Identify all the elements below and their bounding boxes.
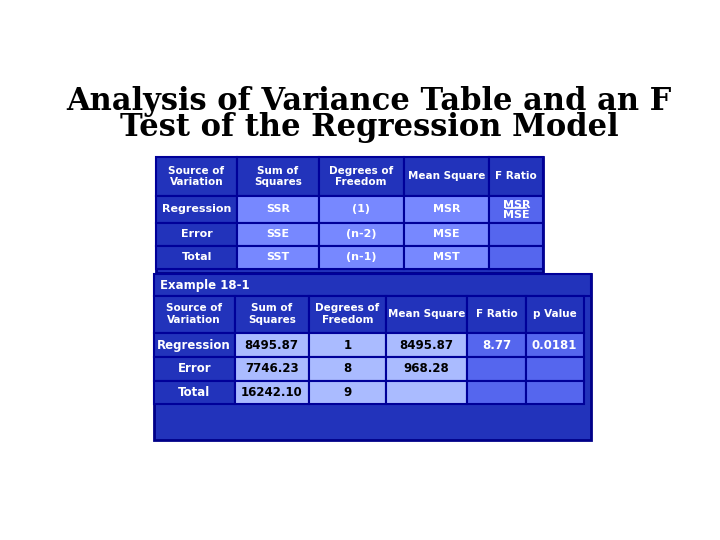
Text: MSR: MSR	[503, 200, 530, 210]
Bar	[153, 357, 235, 381]
Text: 9: 9	[343, 386, 351, 399]
Text: Source of
Variation: Source of Variation	[168, 166, 225, 187]
Text: Total: Total	[178, 386, 210, 399]
Bar	[238, 195, 319, 222]
Text: Mean Square: Mean Square	[408, 172, 485, 181]
Bar	[404, 246, 489, 269]
Bar	[309, 381, 386, 403]
Bar	[386, 381, 467, 403]
Text: 0.0181: 0.0181	[532, 339, 577, 352]
Text: Total: Total	[181, 252, 212, 262]
Text: SSR: SSR	[266, 204, 290, 214]
Bar	[319, 195, 404, 222]
Text: Error: Error	[181, 229, 212, 239]
Text: Error: Error	[177, 362, 211, 375]
Bar	[153, 381, 235, 403]
Bar	[153, 333, 235, 357]
Bar	[489, 195, 544, 222]
Text: Sum of
Squares: Sum of Squares	[254, 166, 302, 187]
Text: 8495.87: 8495.87	[245, 339, 299, 352]
Bar	[489, 222, 544, 246]
Bar	[156, 246, 238, 269]
Bar	[153, 274, 591, 440]
Text: Test of the Regression Model: Test of the Regression Model	[120, 112, 618, 144]
Bar	[386, 357, 467, 381]
Text: (n-2): (n-2)	[346, 229, 377, 239]
Text: SST: SST	[266, 252, 289, 262]
Bar	[386, 333, 467, 357]
Bar	[526, 333, 584, 357]
Bar	[404, 222, 489, 246]
Bar	[404, 195, 489, 222]
Bar	[238, 222, 319, 246]
Bar	[526, 357, 584, 381]
Bar	[526, 296, 584, 333]
Bar	[386, 296, 467, 333]
Text: SSE: SSE	[266, 229, 289, 239]
Bar	[235, 333, 309, 357]
Text: p Value: p Value	[533, 309, 577, 319]
Bar	[467, 381, 526, 403]
Bar	[467, 333, 526, 357]
Bar	[235, 357, 309, 381]
Bar	[153, 274, 591, 296]
Bar	[156, 222, 238, 246]
Bar	[238, 246, 319, 269]
Bar	[489, 157, 544, 195]
Bar	[235, 381, 309, 403]
Bar	[153, 296, 235, 333]
Bar	[238, 157, 319, 195]
Bar	[319, 157, 404, 195]
Bar	[309, 296, 386, 333]
Bar	[319, 246, 404, 269]
Text: Example 18-1: Example 18-1	[160, 279, 249, 292]
Bar	[404, 157, 489, 195]
Text: 8495.87: 8495.87	[400, 339, 454, 352]
Bar	[467, 296, 526, 333]
Text: MSE: MSE	[503, 210, 530, 220]
Bar	[156, 195, 238, 222]
Text: 16242.10: 16242.10	[241, 386, 302, 399]
Text: 8.77: 8.77	[482, 339, 511, 352]
Bar	[156, 157, 238, 195]
Text: Degrees of
Freedom: Degrees of Freedom	[329, 166, 393, 187]
Text: (1): (1)	[352, 204, 370, 214]
Bar	[156, 157, 544, 273]
Text: 968.28: 968.28	[404, 362, 449, 375]
Text: Analysis of Variance Table and an F: Analysis of Variance Table and an F	[66, 86, 672, 117]
Text: 8: 8	[343, 362, 351, 375]
Text: (n-1): (n-1)	[346, 252, 377, 262]
Bar	[489, 246, 544, 269]
Text: Degrees of
Freedom: Degrees of Freedom	[315, 303, 379, 325]
Text: MST: MST	[433, 252, 460, 262]
Text: Source of
Variation: Source of Variation	[166, 303, 222, 325]
Bar	[467, 357, 526, 381]
Text: F Ratio: F Ratio	[476, 309, 518, 319]
Text: Regression: Regression	[158, 339, 231, 352]
Text: F Ratio: F Ratio	[495, 172, 537, 181]
Text: Regression: Regression	[162, 204, 231, 214]
Text: Sum of
Squares: Sum of Squares	[248, 303, 296, 325]
Text: 1: 1	[343, 339, 351, 352]
Bar	[526, 381, 584, 403]
Bar	[309, 333, 386, 357]
Text: MSE: MSE	[433, 229, 460, 239]
Text: 7746.23: 7746.23	[245, 362, 299, 375]
Text: Mean Square: Mean Square	[388, 309, 465, 319]
Text: MSR: MSR	[433, 204, 460, 214]
Bar	[319, 222, 404, 246]
Bar	[235, 296, 309, 333]
Bar	[309, 357, 386, 381]
